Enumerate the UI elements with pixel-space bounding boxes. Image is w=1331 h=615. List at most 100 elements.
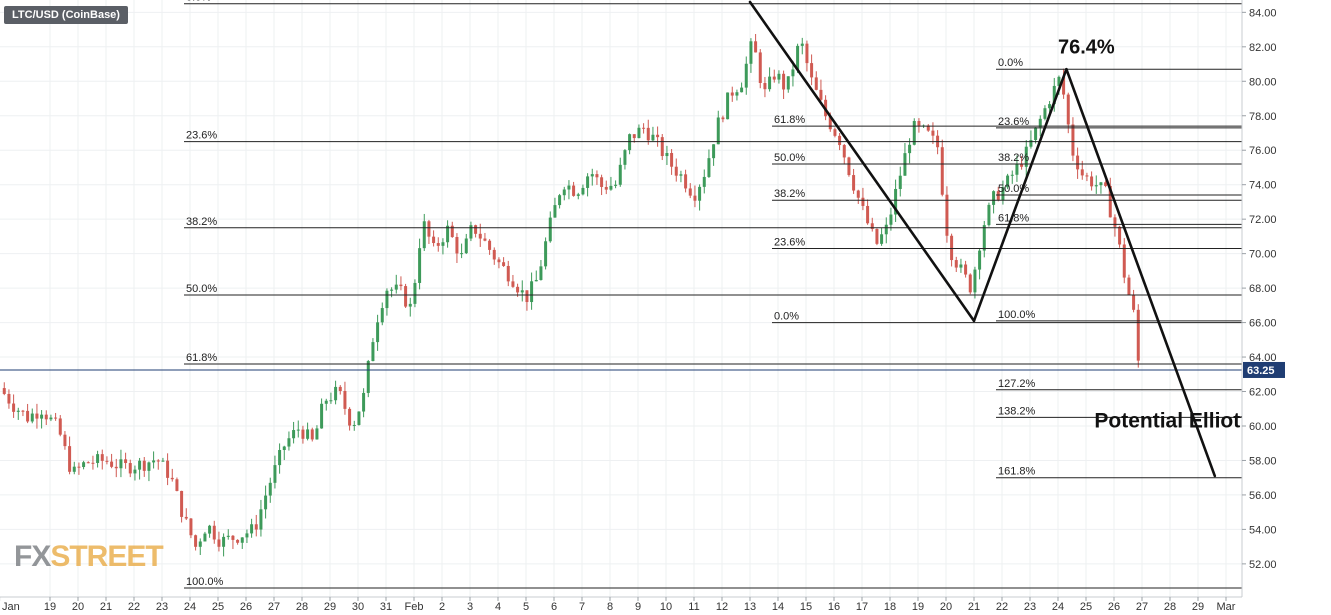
candle-body [950, 235, 954, 261]
candle-body [637, 127, 641, 139]
candle-body [707, 158, 711, 177]
candle-body [1132, 294, 1136, 310]
wave-line [1065, 67, 1217, 478]
x-tick-label: 4 [495, 601, 501, 613]
candle-body [100, 454, 104, 461]
candle-body [562, 189, 566, 196]
candle-body [376, 322, 380, 343]
candle-body [320, 403, 324, 429]
candle-body [26, 410, 30, 422]
x-tick-label: 25 [212, 601, 224, 613]
candle-body [786, 76, 790, 90]
candle-body [651, 134, 655, 141]
y-tick-label: 74.00 [1249, 180, 1277, 192]
candle-body [782, 73, 786, 90]
candle-body [446, 225, 450, 243]
candle-body [618, 164, 622, 185]
candle-body [1066, 94, 1070, 125]
pair-badge: LTC/USD (CoinBase) [4, 6, 128, 24]
fib-level-label: 0.0% [774, 311, 799, 323]
candle-body [1094, 185, 1098, 187]
candle-body [912, 121, 916, 145]
candle-body [7, 393, 11, 404]
x-tick-label: 16 [828, 601, 840, 613]
candle-body [161, 460, 165, 462]
candle-body [852, 175, 856, 191]
x-tick-label: 21 [100, 601, 112, 613]
candle-body [166, 460, 170, 478]
x-tick-label: 11 [688, 601, 699, 613]
candle-body [842, 145, 846, 158]
candle-body [586, 176, 590, 188]
candle-body [105, 460, 109, 462]
candle-body [114, 466, 118, 469]
candle-body [726, 92, 730, 120]
candle-body [385, 290, 389, 309]
candle-body [72, 466, 76, 472]
candle-body [273, 465, 277, 483]
candle-body [516, 286, 520, 293]
x-tick-label: 22 [128, 601, 140, 613]
candle-body [992, 191, 996, 205]
candle-body [236, 539, 240, 543]
candle-body [1010, 174, 1014, 176]
candle-body [86, 462, 90, 464]
fib-level-label: 23.6% [998, 116, 1029, 128]
candle-body [744, 63, 748, 88]
candle-body [310, 429, 314, 440]
y-tick-label: 70.00 [1249, 249, 1277, 261]
x-tick-label: 6 [551, 601, 557, 613]
candle-body [954, 260, 958, 268]
candle-body [427, 221, 431, 237]
candle-body [16, 410, 20, 412]
candle-body [282, 446, 286, 450]
candle-body [170, 477, 174, 480]
candle-body [553, 205, 557, 218]
candle-body [628, 134, 632, 151]
candle-body [315, 428, 319, 440]
candle-body [404, 286, 408, 307]
candle-body [1038, 118, 1042, 128]
candle-body [12, 403, 16, 412]
candle-body [492, 249, 496, 260]
y-tick-label: 78.00 [1249, 111, 1277, 123]
candle-body [119, 459, 123, 469]
fib-level-label: 138.2% [998, 405, 1036, 417]
candle-body [1118, 226, 1122, 245]
candle-body [1048, 104, 1052, 109]
candle-body [898, 175, 902, 189]
x-tick-label: 21 [968, 601, 980, 613]
x-tick-label: 20 [940, 601, 952, 613]
x-tick-label: 24 [184, 601, 196, 613]
candle-body [63, 434, 67, 447]
candle-body [203, 533, 207, 542]
candle-body [334, 386, 338, 401]
fib-level-label: 61.8% [186, 352, 217, 364]
candle-body [301, 429, 305, 439]
candle-body [511, 281, 515, 287]
wave-ratio-annotation: 76.4% [1058, 37, 1115, 59]
candle-body [21, 410, 25, 412]
y-tick-label: 80.00 [1249, 76, 1277, 88]
candle-body [441, 242, 445, 246]
candle-body [1034, 127, 1038, 141]
candle-body [231, 535, 235, 540]
candle-body [40, 414, 44, 419]
candle-body [418, 248, 422, 283]
x-tick-label: 27 [268, 601, 280, 613]
candle-body [567, 185, 571, 190]
candle-body [1113, 217, 1117, 227]
candle-body [987, 204, 991, 226]
candle-body [702, 176, 706, 187]
plot-area [0, 0, 1242, 597]
candle-body [394, 284, 398, 290]
candle-body [1020, 163, 1024, 167]
candle-body [964, 264, 968, 275]
candle-body [44, 414, 48, 420]
logo-street-text: STREET [50, 540, 163, 573]
candle-body [502, 262, 506, 266]
candle-body [1080, 169, 1084, 176]
candle-body [1104, 182, 1108, 186]
